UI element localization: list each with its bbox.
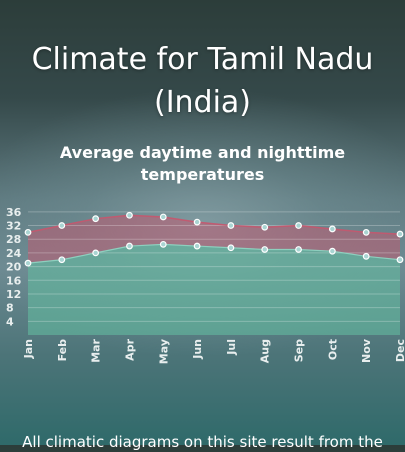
daytime-line [27, 214, 401, 235]
x-tick-label: Aug [259, 339, 272, 363]
daytime-point [58, 222, 66, 229]
chart-title: Average daytime and nighttime temperatur… [59, 143, 346, 184]
y-tick-label: 32 [6, 220, 21, 233]
y-tick-label: 16 [6, 274, 22, 287]
daytime-point [227, 222, 235, 229]
x-tick-label: Apr [123, 338, 136, 360]
y-tick-label: 20 [6, 261, 22, 274]
nighttime-point [227, 244, 235, 252]
daytime-point [295, 222, 302, 229]
x-tick-label: May [157, 339, 170, 364]
x-tick-label: Feb [56, 339, 69, 362]
x-tick-label: Jun [191, 339, 204, 360]
page-title-line-1: Climate for Tamil Nadu [31, 42, 374, 77]
nighttime-point [58, 256, 66, 264]
nighttime-point [362, 252, 370, 260]
daytime-point [159, 213, 167, 221]
x-tick-label: Jan [22, 339, 35, 359]
y-tick-label: 8 [6, 302, 14, 315]
daytime-point [396, 230, 404, 238]
daytime-point [126, 211, 133, 219]
nighttime-point [159, 240, 167, 248]
nighttime-point [24, 259, 32, 267]
y-tick-label: 4 [6, 315, 14, 328]
page-title: Climate for Tamil Nadu (India) [0, 38, 405, 124]
daytime-point [92, 215, 100, 223]
y-tick-label: 28 [6, 233, 21, 246]
x-tick-label: Jul [225, 339, 238, 356]
nighttime-point [193, 242, 201, 250]
x-tick-label: Sep [293, 339, 306, 362]
x-tick-label: Oct [326, 339, 339, 360]
y-tick-label: 12 [6, 288, 21, 301]
x-tick-label: Mar [90, 338, 103, 362]
nighttime-point [92, 249, 100, 257]
daytime-point [24, 228, 32, 236]
y-tick-label: 24 [6, 247, 22, 260]
footer-text: All climatic diagrams on this site resul… [22, 433, 383, 451]
nighttime-area [28, 244, 400, 335]
daytime-point [193, 218, 201, 226]
x-tick-label: Nov [360, 338, 373, 363]
daytime-band [28, 215, 400, 264]
x-tick-label: Dec [394, 339, 405, 362]
daytime-point [328, 225, 336, 233]
nighttime-point [126, 242, 133, 250]
nighttime-line [27, 243, 401, 264]
page-title-line-2: (India) [153, 85, 252, 120]
nighttime-point [295, 246, 302, 253]
daytime-point [261, 223, 269, 231]
y-tick-label: 36 [6, 206, 22, 219]
nighttime-point [396, 256, 404, 264]
nighttime-point [261, 246, 269, 253]
daytime-point [362, 228, 370, 236]
nighttime-point [328, 247, 336, 255]
